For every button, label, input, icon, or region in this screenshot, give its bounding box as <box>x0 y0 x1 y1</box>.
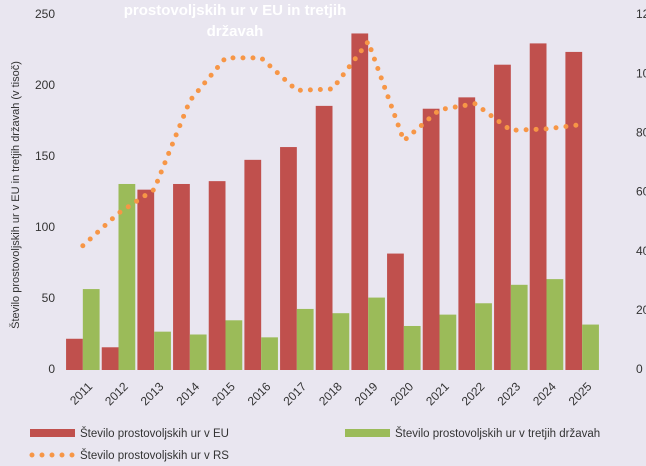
chart-title: prostovoljskih ur v EU in tretjih <box>124 2 347 19</box>
bar <box>315 105 333 370</box>
bar <box>458 97 476 371</box>
bar <box>387 253 404 370</box>
bar <box>475 303 492 370</box>
bar <box>225 320 243 370</box>
y-tick-label: 50 <box>42 291 56 305</box>
bar <box>244 159 262 370</box>
bar <box>368 297 385 370</box>
bar <box>351 33 369 371</box>
legend-swatch <box>30 429 75 437</box>
y2-tick-label: 800 <box>636 126 646 140</box>
chart-title: državah <box>207 23 264 40</box>
bar <box>565 51 583 371</box>
y-tick-label: 0 <box>48 362 55 376</box>
bar <box>208 181 226 370</box>
bar <box>439 314 457 370</box>
bar <box>189 334 207 370</box>
bar <box>137 189 155 370</box>
bar <box>422 108 440 370</box>
bar <box>510 284 528 370</box>
bar <box>118 183 136 370</box>
bar <box>296 308 314 370</box>
bar <box>173 183 190 370</box>
bar <box>529 43 547 371</box>
y-tick-label: 250 <box>35 7 55 21</box>
bar <box>82 289 100 370</box>
bar <box>332 313 350 370</box>
bar <box>546 279 564 370</box>
y2-tick-label: 200 <box>636 303 646 317</box>
legend-swatch <box>345 429 390 437</box>
y2-tick-label: 0 <box>636 362 643 376</box>
legend-label: Število prostovoljskih ur v RS <box>80 449 229 462</box>
legend-label: Število prostovoljskih ur v tretjih drža… <box>395 427 600 440</box>
legend-label: Število prostovoljskih ur v EU <box>80 427 229 440</box>
line <box>80 36 585 249</box>
y2-tick-label: 1000 <box>636 66 646 80</box>
y2-tick-label: 400 <box>636 244 646 258</box>
bar <box>261 337 278 370</box>
bar <box>403 325 421 370</box>
y-tick-label: 200 <box>35 78 55 92</box>
bar <box>582 324 599 370</box>
bar <box>101 347 119 370</box>
y-tick-label: 150 <box>35 149 55 163</box>
bar <box>66 338 83 370</box>
y-tick-label: 100 <box>35 220 55 234</box>
y-axis-label: Število prostovoljskih ur v EU in tretji… <box>9 61 22 329</box>
y2-tick-label: 600 <box>636 185 646 199</box>
bar <box>280 147 297 370</box>
y2-tick-label: 1200 <box>636 7 646 21</box>
bar <box>154 331 171 370</box>
bar <box>494 64 511 370</box>
